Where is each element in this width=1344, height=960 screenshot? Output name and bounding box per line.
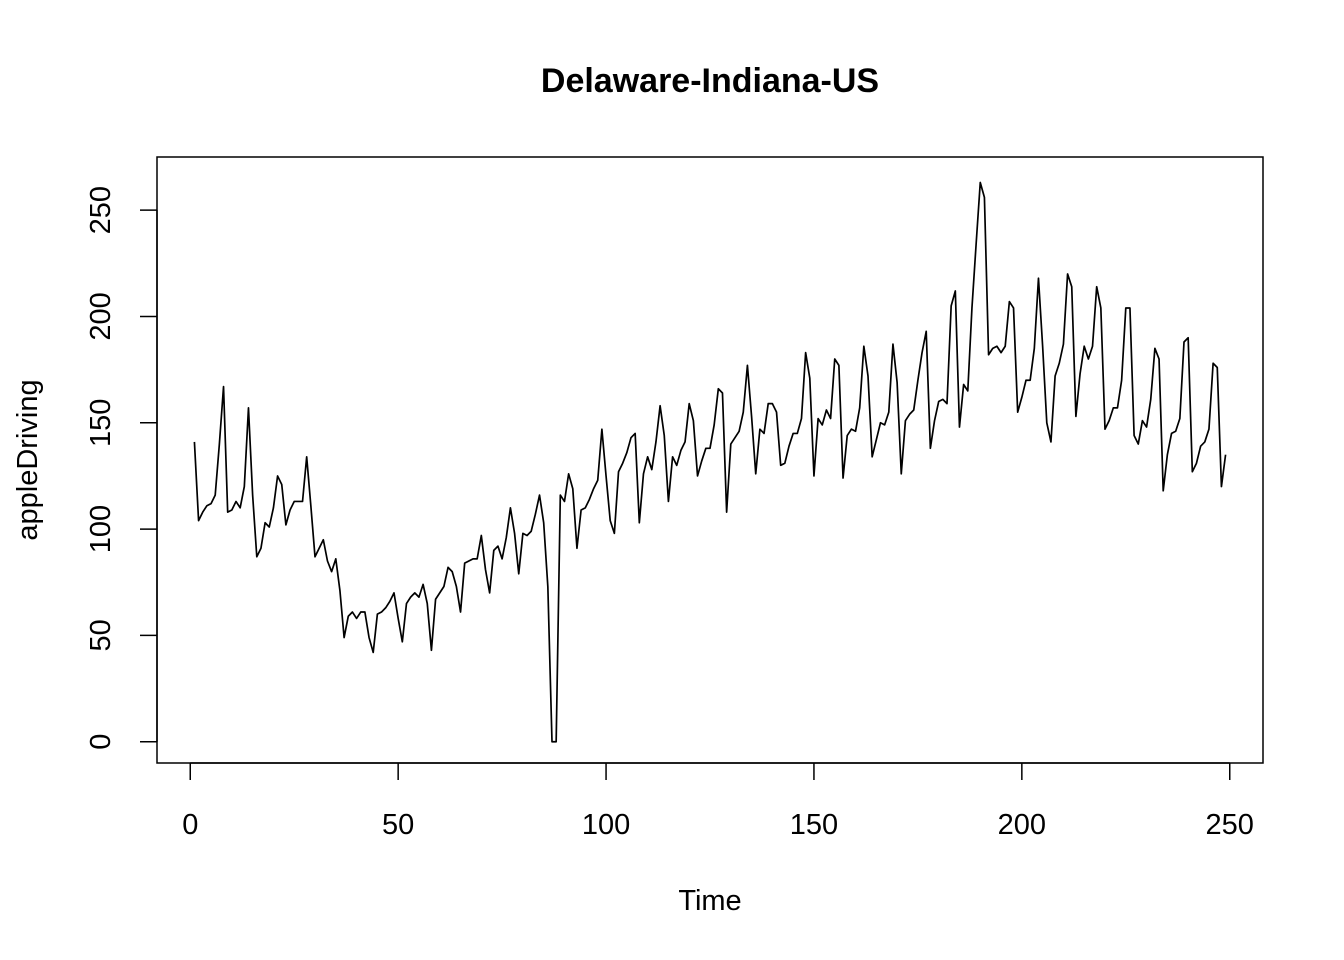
plot-frame: [156, 156, 1264, 764]
x-tick-label: 0: [182, 809, 198, 841]
y-axis-label: appleDriving: [12, 379, 44, 540]
x-axis-label: Time: [678, 885, 741, 917]
y-tick-label: 200: [85, 292, 117, 340]
x-axis: 0 50 100 150 200 250: [182, 762, 1254, 841]
y-tick-label: 0: [85, 734, 117, 750]
y-tick-label: 250: [85, 186, 117, 234]
series-line: [193, 181, 1227, 743]
x-tick-label: 150: [790, 809, 838, 841]
x-tick-label: 250: [1206, 809, 1254, 841]
y-tick-label: 50: [85, 619, 117, 651]
y-tick-label: 100: [85, 505, 117, 553]
x-tick-label: 100: [582, 809, 630, 841]
x-tick-label: 200: [998, 809, 1046, 841]
y-axis: 0 50 100 150 200 250: [85, 186, 158, 750]
chart-title: Delaware-Indiana-US: [541, 62, 879, 100]
x-tick-label: 50: [382, 809, 414, 841]
y-tick-label: 150: [85, 399, 117, 447]
